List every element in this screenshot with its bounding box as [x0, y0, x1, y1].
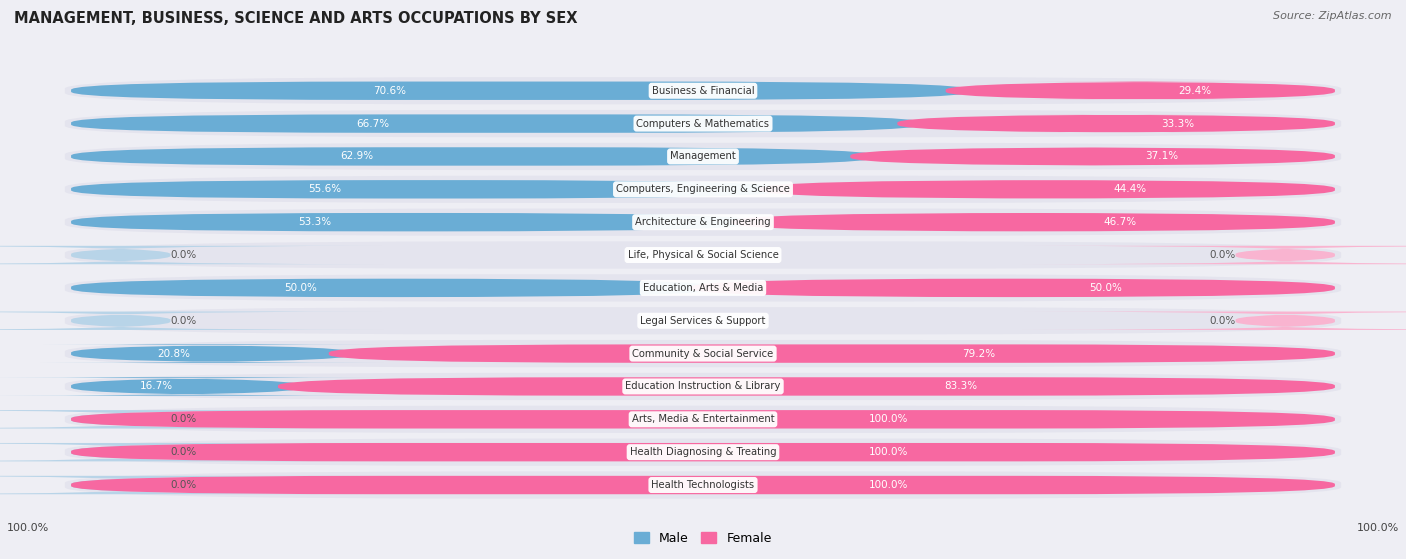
FancyBboxPatch shape: [65, 373, 1341, 400]
Text: 33.3%: 33.3%: [1161, 119, 1195, 129]
Text: Education Instruction & Library: Education Instruction & Library: [626, 381, 780, 391]
Text: 16.7%: 16.7%: [139, 381, 173, 391]
FancyBboxPatch shape: [731, 213, 1334, 231]
FancyBboxPatch shape: [65, 209, 1341, 236]
FancyBboxPatch shape: [65, 307, 1341, 334]
FancyBboxPatch shape: [690, 279, 1334, 297]
Text: Community & Social Service: Community & Social Service: [633, 349, 773, 359]
FancyBboxPatch shape: [65, 110, 1341, 138]
Text: 66.7%: 66.7%: [356, 119, 389, 129]
FancyBboxPatch shape: [897, 115, 1334, 133]
FancyBboxPatch shape: [65, 176, 1341, 203]
Text: Source: ZipAtlas.com: Source: ZipAtlas.com: [1274, 11, 1392, 21]
Text: 0.0%: 0.0%: [170, 414, 197, 424]
FancyBboxPatch shape: [278, 377, 1334, 396]
FancyBboxPatch shape: [0, 410, 384, 429]
Text: Legal Services & Support: Legal Services & Support: [640, 316, 766, 326]
FancyBboxPatch shape: [0, 377, 384, 396]
FancyBboxPatch shape: [0, 476, 384, 494]
FancyBboxPatch shape: [946, 82, 1334, 100]
FancyBboxPatch shape: [1022, 246, 1406, 264]
Text: 0.0%: 0.0%: [170, 480, 197, 490]
Text: 50.0%: 50.0%: [284, 283, 316, 293]
Text: Health Technologists: Health Technologists: [651, 480, 755, 490]
FancyBboxPatch shape: [65, 406, 1341, 433]
Text: 46.7%: 46.7%: [1104, 217, 1136, 227]
FancyBboxPatch shape: [65, 438, 1341, 466]
FancyBboxPatch shape: [0, 443, 384, 461]
FancyBboxPatch shape: [0, 246, 384, 264]
FancyBboxPatch shape: [1022, 311, 1406, 330]
Text: Health Diagnosing & Treating: Health Diagnosing & Treating: [630, 447, 776, 457]
Text: 55.6%: 55.6%: [308, 184, 342, 195]
Text: 0.0%: 0.0%: [1209, 316, 1236, 326]
Text: 0.0%: 0.0%: [170, 250, 197, 260]
Text: 100.0%: 100.0%: [1357, 523, 1399, 533]
Text: 100.0%: 100.0%: [869, 480, 908, 490]
FancyBboxPatch shape: [72, 476, 1334, 494]
FancyBboxPatch shape: [329, 344, 1334, 363]
FancyBboxPatch shape: [65, 471, 1341, 499]
Text: 100.0%: 100.0%: [7, 523, 49, 533]
Text: Education, Arts & Media: Education, Arts & Media: [643, 283, 763, 293]
Text: 37.1%: 37.1%: [1144, 151, 1178, 162]
Text: 100.0%: 100.0%: [869, 414, 908, 424]
Text: 83.3%: 83.3%: [945, 381, 977, 391]
FancyBboxPatch shape: [72, 180, 785, 198]
FancyBboxPatch shape: [72, 147, 876, 165]
Text: Architecture & Engineering: Architecture & Engineering: [636, 217, 770, 227]
Text: Computers & Mathematics: Computers & Mathematics: [637, 119, 769, 129]
Text: Computers, Engineering & Science: Computers, Engineering & Science: [616, 184, 790, 195]
Text: Management: Management: [671, 151, 735, 162]
FancyBboxPatch shape: [0, 311, 384, 330]
FancyBboxPatch shape: [851, 147, 1334, 165]
Legend: Male, Female: Male, Female: [630, 527, 776, 550]
FancyBboxPatch shape: [65, 274, 1341, 301]
FancyBboxPatch shape: [72, 82, 970, 100]
Text: Business & Financial: Business & Financial: [652, 86, 754, 96]
Text: 53.3%: 53.3%: [298, 217, 332, 227]
FancyBboxPatch shape: [65, 77, 1341, 105]
Text: 0.0%: 0.0%: [170, 316, 197, 326]
Text: 50.0%: 50.0%: [1090, 283, 1122, 293]
FancyBboxPatch shape: [65, 241, 1341, 269]
FancyBboxPatch shape: [65, 340, 1341, 367]
Text: 29.4%: 29.4%: [1178, 86, 1212, 96]
FancyBboxPatch shape: [72, 410, 1334, 429]
Text: 44.4%: 44.4%: [1114, 184, 1146, 195]
Text: Arts, Media & Entertainment: Arts, Media & Entertainment: [631, 414, 775, 424]
Text: 20.8%: 20.8%: [157, 349, 190, 359]
FancyBboxPatch shape: [72, 443, 1334, 461]
FancyBboxPatch shape: [41, 344, 384, 363]
FancyBboxPatch shape: [72, 279, 716, 297]
Text: 70.6%: 70.6%: [373, 86, 406, 96]
FancyBboxPatch shape: [65, 143, 1341, 170]
Text: 79.2%: 79.2%: [963, 349, 995, 359]
Text: 62.9%: 62.9%: [340, 151, 373, 162]
Text: MANAGEMENT, BUSINESS, SCIENCE AND ARTS OCCUPATIONS BY SEX: MANAGEMENT, BUSINESS, SCIENCE AND ARTS O…: [14, 11, 578, 26]
Text: 0.0%: 0.0%: [170, 447, 197, 457]
FancyBboxPatch shape: [72, 115, 922, 133]
FancyBboxPatch shape: [72, 213, 756, 231]
FancyBboxPatch shape: [759, 180, 1334, 198]
Text: Life, Physical & Social Science: Life, Physical & Social Science: [627, 250, 779, 260]
Text: 0.0%: 0.0%: [1209, 250, 1236, 260]
Text: 100.0%: 100.0%: [869, 447, 908, 457]
